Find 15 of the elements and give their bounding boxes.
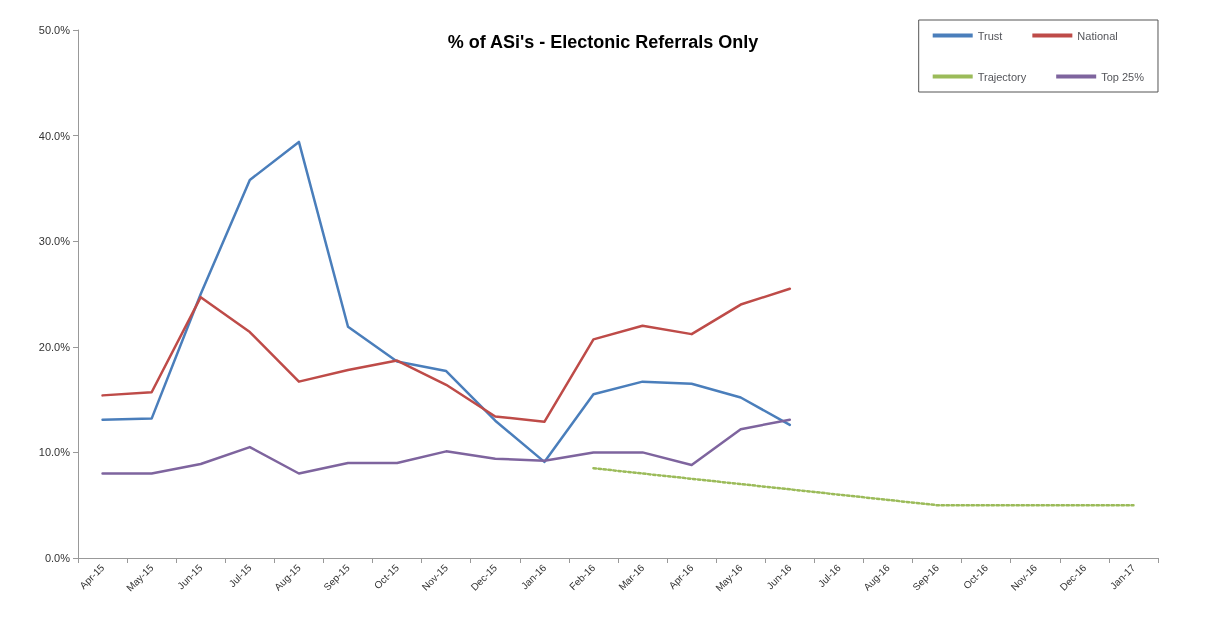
line-series bbox=[101, 418, 792, 475]
y-tick-label: 20.0% bbox=[38, 340, 71, 353]
legend-label: Trust bbox=[977, 29, 1003, 42]
line-series bbox=[101, 140, 792, 464]
legend-label: National bbox=[1077, 29, 1118, 42]
y-tick-label: 50.0% bbox=[38, 24, 71, 36]
legend-label: Top 25% bbox=[1101, 70, 1145, 83]
legend-label: Trajectory bbox=[977, 70, 1027, 83]
line-series bbox=[101, 287, 792, 424]
y-tick-label: 40.0% bbox=[38, 129, 71, 142]
chart-title: % of ASi's - Electonic Referrals Only bbox=[447, 32, 759, 52]
y-tick-label: 10.0% bbox=[38, 446, 71, 459]
line-series bbox=[592, 466, 1135, 507]
y-tick-label: 0.0% bbox=[44, 552, 71, 564]
y-tick-label: 30.0% bbox=[38, 235, 71, 248]
